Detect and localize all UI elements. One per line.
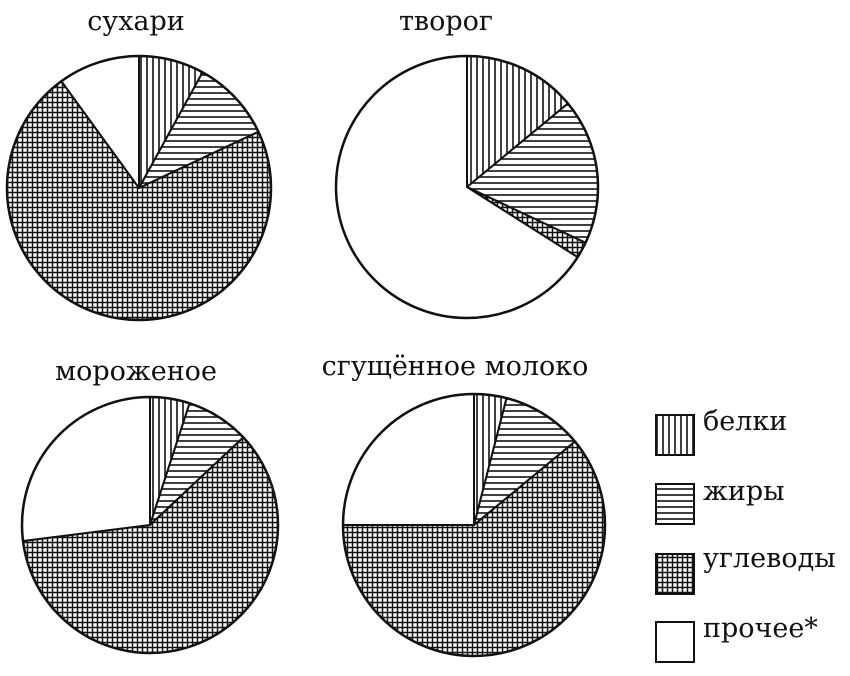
pie-slice-other — [342, 393, 475, 526]
pie-chart-condensed-milk — [341, 392, 607, 658]
legend: белки жиры углеводы прочее* — [655, 406, 836, 663]
pie-outline — [341, 392, 607, 658]
legend-label-carbohydrates: углеводы — [703, 543, 836, 574]
legend-swatch-proteins — [655, 414, 695, 456]
chart-title-ice-cream: мороженое — [55, 356, 217, 387]
legend-label-other: прочее* — [703, 613, 818, 644]
pie-outline — [20, 395, 280, 655]
pie-chart-ice-cream — [20, 395, 280, 655]
pie-chart-cottage-cheese — [334, 54, 600, 320]
legend-swatch-carbohydrates — [655, 553, 695, 595]
pie-chart-rusks — [5, 54, 273, 322]
legend-label-fats: жиры — [703, 476, 785, 507]
chart-title-rusks: сухари — [87, 6, 185, 37]
pie-slice-other — [21, 396, 151, 543]
legend-swatch-fats — [655, 483, 695, 525]
chart-title-condensed-milk: сгущённое молоко — [322, 351, 589, 382]
legend-swatch-other — [655, 621, 695, 663]
pie-outline — [5, 54, 273, 322]
legend-label-proteins: белки — [703, 406, 787, 437]
chart-title-cottage-cheese: творог — [399, 6, 493, 37]
pie-outline — [334, 54, 600, 320]
